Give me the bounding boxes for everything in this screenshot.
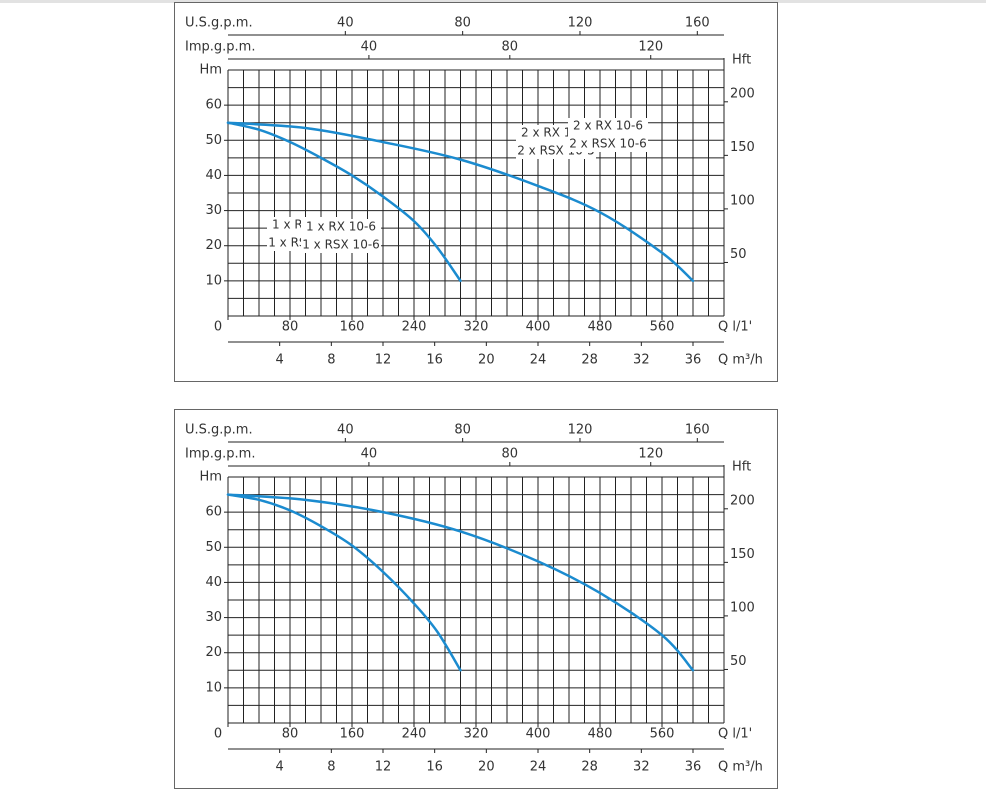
x-tick-label: 320 — [464, 320, 489, 335]
axis-tick-label: 8 — [327, 353, 335, 368]
y-tick-label: 30 — [205, 203, 222, 218]
axis-tick-label: 28 — [581, 760, 598, 775]
axis-tick-label: 36 — [685, 353, 702, 368]
axis-tick-label: 4 — [276, 760, 284, 775]
x-tick-label: 160 — [340, 727, 365, 742]
panel-frame — [174, 409, 778, 789]
y2-axis-label: Hft — [732, 460, 751, 475]
axis-tick-label: 80 — [502, 447, 519, 462]
y2-tick-label: 150 — [730, 140, 755, 155]
y-tick-label: 40 — [205, 168, 222, 183]
y2-tick-label: 150 — [730, 547, 755, 562]
axis-tick-label: 120 — [568, 423, 593, 438]
x-tick-label: 480 — [588, 320, 613, 335]
axis-tick-label: 120 — [568, 16, 593, 31]
x-tick-label: 0 — [214, 320, 222, 335]
axis-tick-label: 24 — [530, 760, 547, 775]
x-tick-label: 320 — [464, 727, 489, 742]
y-tick-label: 50 — [205, 540, 222, 555]
axis-tick-label: 120 — [638, 40, 663, 55]
x-tick-label: 400 — [526, 320, 551, 335]
axis-tick-label: 20 — [478, 353, 495, 368]
y-axis-label: Hm — [200, 63, 222, 78]
axis-label: Q m³/h — [718, 353, 763, 368]
y2-tick-label: 200 — [730, 493, 755, 508]
curve-label: 2 x RSX 10-6 — [569, 137, 647, 151]
axis-label: U.S.g.p.m. — [185, 423, 253, 438]
axis-tick-label: 80 — [454, 16, 471, 31]
x-tick-label: 480 — [588, 727, 613, 742]
y2-tick-label: 100 — [730, 193, 755, 208]
axis-tick-label: 20 — [478, 760, 495, 775]
axis-tick-label: 40 — [337, 16, 354, 31]
curve — [226, 493, 462, 672]
y-axis-label: Hm — [200, 470, 222, 485]
curve — [226, 493, 695, 672]
curve — [226, 121, 695, 283]
axis-tick-label: 4 — [276, 353, 284, 368]
y-tick-label: 20 — [205, 238, 222, 253]
y2-axis-label: Hft — [732, 53, 751, 68]
top-rule — [0, 0, 986, 3]
y-tick-label: 10 — [205, 273, 222, 288]
curve-label-box — [568, 118, 648, 152]
axis-label: Imp.g.p.m. — [185, 40, 255, 55]
x-tick-label: 560 — [650, 727, 675, 742]
x-tick-label: 560 — [650, 320, 675, 335]
x-axis-label: Q l/1' — [718, 320, 752, 335]
axis-tick-label: 12 — [375, 353, 392, 368]
axis-tick-label: 80 — [454, 423, 471, 438]
y-tick-label: 20 — [205, 645, 222, 660]
axis-tick-label: 160 — [685, 423, 710, 438]
x-tick-label: 240 — [402, 727, 427, 742]
y-tick-label: 10 — [205, 680, 222, 695]
axis-tick-label: 8 — [327, 760, 335, 775]
axis-tick-label: 80 — [502, 40, 519, 55]
y-tick-label: 50 — [205, 133, 222, 148]
curve-label: 1 x RX 10-6 — [306, 220, 376, 234]
curve-label: 2 x RX 10-6 — [573, 119, 643, 133]
x-tick-label: 400 — [526, 727, 551, 742]
x-tick-label: 80 — [282, 727, 299, 742]
x-tick-label: 80 — [282, 320, 299, 335]
curve — [226, 121, 462, 283]
axis-tick-label: 24 — [530, 353, 547, 368]
y2-tick-label: 50 — [730, 654, 747, 669]
curve-label-box — [301, 219, 381, 253]
axis-tick-label: 40 — [337, 423, 354, 438]
axis-tick-label: 32 — [633, 353, 650, 368]
y-tick-label: 60 — [205, 505, 222, 520]
axis-tick-label: 16 — [426, 760, 443, 775]
axis-tick-label: 16 — [426, 353, 443, 368]
x-tick-label: 160 — [340, 320, 365, 335]
y-tick-label: 30 — [205, 610, 222, 625]
x-tick-label: 240 — [402, 320, 427, 335]
axis-label: Q m³/h — [718, 760, 763, 775]
y2-tick-label: 50 — [730, 247, 747, 262]
axis-label: Imp.g.p.m. — [185, 447, 255, 462]
axis-label: U.S.g.p.m. — [185, 16, 253, 31]
axis-tick-label: 36 — [685, 760, 702, 775]
axis-tick-label: 40 — [361, 40, 378, 55]
axis-tick-label: 32 — [633, 760, 650, 775]
axis-tick-label: 40 — [361, 447, 378, 462]
y-tick-label: 40 — [205, 575, 222, 590]
axis-tick-label: 120 — [638, 447, 663, 462]
y2-tick-label: 200 — [730, 86, 755, 101]
y-tick-label: 60 — [205, 98, 222, 113]
x-tick-label: 0 — [214, 727, 222, 742]
x-axis-label: Q l/1' — [718, 727, 752, 742]
panel-frame — [174, 2, 778, 382]
y2-tick-label: 100 — [730, 600, 755, 615]
axis-tick-label: 28 — [581, 353, 598, 368]
axis-tick-label: 160 — [685, 16, 710, 31]
curve-label: 1 x RSX 10-6 — [302, 238, 380, 252]
axis-tick-label: 12 — [375, 760, 392, 775]
